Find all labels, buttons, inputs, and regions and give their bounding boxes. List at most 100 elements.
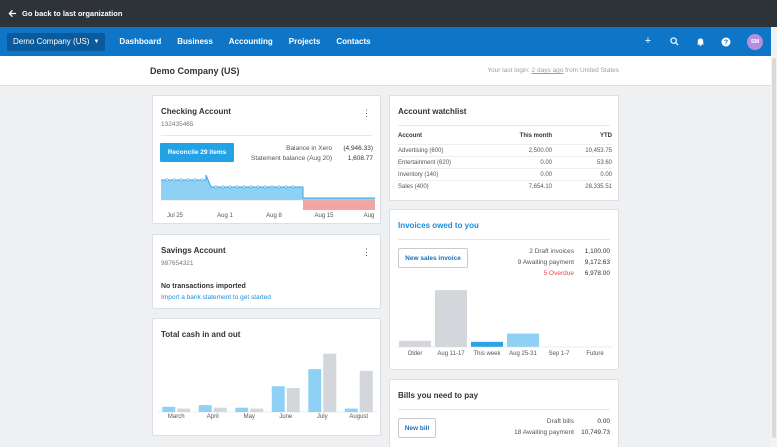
caret-down-icon: ▼ (93, 38, 100, 45)
x-axis-label: July (316, 414, 328, 420)
x-axis-label: Aug 15 (314, 213, 334, 219)
invoice-bar[interactable] (507, 333, 539, 347)
ytd-value: 53.60 (552, 156, 612, 169)
organization-name: Demo Company (US) (13, 37, 90, 46)
bell-icon[interactable] (695, 37, 705, 47)
nav-dashboard[interactable]: Dashboard (119, 37, 162, 46)
import-statement-link[interactable]: Import a bank statement to get started (161, 294, 271, 301)
cash-in-out-card: Total cash in and out March April May June J… (152, 318, 381, 436)
divider (398, 125, 610, 126)
table-row[interactable]: Inventory (140) 0.00 0.00 (398, 168, 612, 181)
bill-stat-value: 0.00 (597, 418, 610, 425)
cash-out-bar[interactable] (213, 407, 227, 412)
ytd-value: 10,453.75 (552, 144, 612, 157)
more-options-icon[interactable]: ⋮ (362, 247, 371, 257)
bill-stat-label[interactable]: Draft bills (546, 418, 574, 425)
divider (398, 409, 610, 410)
divider (398, 239, 610, 240)
bill-stat-value: 10,749.73 (581, 429, 610, 436)
back-label: Go back to last organization (22, 9, 123, 18)
invoice-overdue-value: 6,978.00 (584, 270, 610, 277)
invoice-bar[interactable] (471, 341, 503, 347)
cash-out-bar[interactable] (250, 408, 264, 412)
invoices-owed-title[interactable]: Invoices owed to you (398, 221, 479, 230)
account-name: Advertising (600) (398, 144, 494, 157)
cash-in-bar[interactable] (235, 407, 249, 412)
cash-out-bar[interactable] (323, 353, 337, 412)
more-options-icon[interactable]: ⋮ (362, 108, 371, 118)
x-axis-label: This week (473, 351, 501, 357)
this-month-value: 0.00 (493, 156, 552, 169)
x-axis-label: Aug 8 (266, 213, 282, 219)
balance-in-xero-value: (4,946.33) (343, 145, 373, 152)
main-navigation: Demo Company (US) ▼ Dashboard Business A… (0, 27, 771, 56)
cash-in-bar[interactable] (344, 408, 358, 412)
this-month-value: 7,654.10 (493, 180, 552, 192)
reconcile-button[interactable]: Reconcile 29 items (160, 143, 234, 162)
table-row[interactable]: Advertising (600) 2,500.00 10,453.75 (398, 144, 612, 157)
user-avatar[interactable]: SM (747, 33, 763, 50)
ytd-value: 0.00 (552, 168, 612, 181)
nav-projects[interactable]: Projects (288, 37, 321, 46)
savings-account-title[interactable]: Savings Account (161, 246, 226, 255)
table-row[interactable]: Entertainment (620) 0.00 53.60 (398, 156, 612, 169)
bills-to-pay-card: Bills you need to pay New bill Draft bil… (389, 379, 619, 447)
dashboard-header: Demo Company (US) Your last login: 2 day… (0, 56, 771, 86)
checking-account-card: Checking Account 132435465 ⋮ Reconcile 2… (152, 95, 381, 224)
new-bill-button[interactable]: New bill (398, 418, 436, 438)
last-login-link[interactable]: 2 days ago (531, 67, 564, 74)
vertical-scrollbar[interactable] (771, 56, 777, 447)
table-header-row: Account This month YTD (398, 133, 612, 145)
cash-in-bar[interactable] (198, 405, 212, 412)
this-month-value: 2,500.00 (493, 144, 552, 157)
invoices-owed-card: Invoices owed to you New sales invoice 2… (389, 209, 619, 370)
account-name: Entertainment (620) (398, 156, 494, 169)
cash-in-bar[interactable] (271, 386, 285, 412)
x-axis-label: August (349, 414, 369, 420)
search-icon[interactable] (669, 37, 679, 47)
invoice-stat-label[interactable]: 2 Draft invoices (529, 248, 574, 255)
organization-switcher[interactable]: Demo Company (US) ▼ (7, 32, 106, 51)
statement-balance-label: Statement balance (Aug 20) (251, 155, 332, 162)
x-axis-label: March (167, 414, 185, 420)
cash-out-bar[interactable] (359, 370, 373, 412)
new-sales-invoice-button[interactable]: New sales invoice (398, 248, 468, 268)
statement-balance-value: 1,608.77 (347, 155, 373, 162)
table-row[interactable]: Sales (400) 7,654.10 28,335.51 (398, 180, 612, 192)
invoices-chart-x-labels: Older Aug 11-17 This week Aug 25-31 Sep 1-7 F… (397, 351, 613, 361)
x-axis-label: Older (407, 351, 423, 357)
account-watchlist-title: Account watchlist (398, 107, 467, 116)
savings-account-number: 987654321 (161, 260, 194, 267)
invoice-stat-label[interactable]: 9 Awaiting payment (517, 259, 574, 266)
x-axis-label: Future (586, 351, 604, 357)
nav-contacts[interactable]: Contacts (336, 37, 371, 46)
account-watchlist-card: Account watchlist Account This month YTD… (389, 95, 619, 201)
invoice-stat-value: 9,172.63 (584, 259, 610, 266)
scrollbar-thumb[interactable] (772, 58, 776, 438)
column-header: YTD (600, 133, 612, 139)
checking-account-number: 132435465 (161, 121, 194, 128)
this-month-value: 0.00 (493, 168, 552, 181)
cash-out-bar[interactable] (286, 388, 300, 412)
cash-in-bar[interactable] (162, 406, 176, 412)
ytd-value: 28,335.51 (552, 180, 612, 192)
invoice-bar[interactable] (399, 340, 431, 347)
savings-account-card: Savings Account 987654321 ⋮ No transacti… (152, 234, 381, 309)
bill-stat-label[interactable]: 18 Awaiting payment (514, 429, 574, 436)
cash-out-bar[interactable] (177, 408, 191, 412)
invoice-stat-value: 1,100.00 (584, 248, 610, 255)
invoice-overdue-label[interactable]: 5 Overdue (543, 270, 574, 277)
bills-to-pay-title: Bills you need to pay (398, 391, 479, 400)
nav-accounting[interactable]: Accounting (228, 37, 273, 46)
help-icon[interactable]: ? (721, 37, 731, 47)
nav-business[interactable]: Business (177, 37, 213, 46)
cash-in-bar[interactable] (308, 369, 322, 412)
cash-in-out-chart (158, 353, 377, 413)
page-title: Demo Company (US) (150, 66, 240, 76)
x-axis-label: May (243, 414, 255, 420)
back-to-organization-link[interactable]: Go back to last organization (8, 9, 122, 18)
plus-icon[interactable]: + (644, 35, 652, 47)
checking-account-title[interactable]: Checking Account (161, 107, 231, 116)
last-login-info: Your last login: 2 days ago from United … (487, 67, 619, 74)
invoice-bar[interactable] (435, 290, 467, 347)
